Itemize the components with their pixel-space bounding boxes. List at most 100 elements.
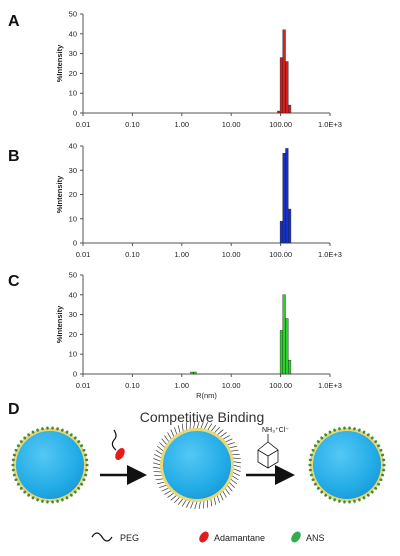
ans-dot bbox=[12, 453, 16, 457]
x-tick-label: 1.0E+3 bbox=[318, 120, 342, 129]
core-sphere bbox=[16, 431, 84, 499]
peg-strand bbox=[232, 457, 241, 459]
x-tick-label: 10.00 bbox=[222, 381, 241, 390]
green-ellipse-icon bbox=[291, 531, 301, 543]
peg-strand bbox=[181, 499, 187, 507]
peg-strand bbox=[219, 492, 224, 501]
ans-dot bbox=[73, 490, 77, 494]
ans-dot bbox=[374, 440, 378, 444]
legend-ans: ANS bbox=[306, 533, 325, 543]
peg-strand bbox=[230, 449, 239, 452]
peg-strand bbox=[153, 458, 162, 462]
peg-strand bbox=[161, 438, 168, 446]
y-tick-label: 50 bbox=[69, 271, 77, 280]
bar bbox=[285, 148, 289, 244]
ans-dot bbox=[328, 496, 332, 500]
ans-dot bbox=[328, 430, 332, 434]
y-tick-label: 0 bbox=[73, 109, 77, 118]
ans-dot bbox=[320, 436, 324, 440]
peg-strand bbox=[177, 498, 184, 505]
ans-dot bbox=[77, 486, 81, 490]
bar bbox=[288, 208, 292, 244]
ans-dot bbox=[56, 499, 59, 503]
ans-dot bbox=[343, 426, 346, 430]
ans-dot bbox=[80, 444, 84, 448]
bar bbox=[193, 371, 197, 375]
peg-strand bbox=[159, 484, 168, 488]
ans-dot bbox=[41, 499, 44, 503]
ans-dot bbox=[333, 498, 336, 502]
peg-strand bbox=[157, 481, 166, 485]
peg-strand bbox=[170, 494, 178, 501]
ans-dot bbox=[381, 453, 385, 457]
peg-strand bbox=[154, 453, 162, 459]
ans-dot bbox=[362, 496, 366, 500]
y-tick-label: 20 bbox=[69, 330, 77, 339]
peg-strand bbox=[216, 429, 224, 436]
x-tick-label: 10.00 bbox=[222, 250, 241, 259]
panel-label-b: B bbox=[8, 148, 20, 165]
ans-dot bbox=[11, 468, 15, 472]
peg-strand bbox=[232, 461, 242, 464]
ans-dot bbox=[36, 498, 39, 502]
peg-strand bbox=[222, 435, 230, 440]
y-axis-label: %Intensity bbox=[55, 44, 64, 82]
ans-dot bbox=[324, 493, 328, 497]
amine-label: NH₃⁺Cl⁻ bbox=[262, 427, 289, 434]
peg-strand bbox=[222, 490, 227, 498]
y-tick-label: 0 bbox=[73, 239, 77, 248]
ans-dot bbox=[46, 500, 49, 504]
x-tick-label: 1.00 bbox=[174, 250, 189, 259]
x-tick-label: 1.0E+3 bbox=[318, 250, 342, 259]
ans-dot bbox=[308, 463, 312, 467]
legend-adamantane: Adamantane bbox=[214, 533, 265, 543]
core-sphere bbox=[313, 431, 381, 499]
peg-strand bbox=[164, 490, 172, 495]
ans-dot bbox=[51, 500, 54, 504]
ans-dot bbox=[311, 478, 315, 482]
peg-strand bbox=[224, 438, 233, 443]
ans-dot bbox=[313, 482, 317, 486]
ans-dot bbox=[23, 436, 27, 440]
peg-strand bbox=[203, 422, 209, 430]
ans-dot bbox=[382, 463, 386, 467]
peg-strand bbox=[198, 500, 201, 510]
peg-strand bbox=[213, 496, 217, 505]
y-axis-label: %Intensity bbox=[55, 305, 64, 343]
y-tick-label: 30 bbox=[69, 49, 77, 58]
peg-strand bbox=[210, 425, 217, 432]
y-tick-label: 10 bbox=[69, 89, 77, 98]
ans-dot bbox=[381, 473, 385, 477]
ans-dot bbox=[61, 428, 64, 432]
x-tick-label: 0.10 bbox=[125, 381, 140, 390]
ans-dot bbox=[309, 453, 313, 457]
y-tick-label: 40 bbox=[69, 290, 77, 299]
ans-dot bbox=[362, 430, 366, 434]
ans-dot bbox=[358, 428, 361, 432]
ans-dot bbox=[11, 458, 15, 462]
peg-strand bbox=[224, 487, 230, 495]
x-tick-label: 0.01 bbox=[76, 381, 91, 390]
ans-dot bbox=[77, 440, 81, 444]
ans-dot bbox=[16, 444, 20, 448]
ans-dot bbox=[324, 433, 328, 437]
bar bbox=[285, 61, 289, 114]
peg-strand bbox=[230, 478, 237, 485]
peg-strand bbox=[228, 445, 237, 449]
peg-strand bbox=[189, 421, 191, 430]
peg-strand bbox=[207, 423, 213, 431]
legend-peg: PEG bbox=[120, 533, 139, 543]
ans-dot bbox=[316, 440, 320, 444]
ans-dot bbox=[65, 496, 69, 500]
ans-dot bbox=[309, 473, 313, 477]
adamantane-amine-icon: NH₃⁺Cl⁻ bbox=[257, 427, 289, 469]
ans-dot bbox=[353, 427, 356, 431]
peg-strand bbox=[190, 500, 194, 509]
ans-dot bbox=[84, 453, 88, 457]
ans-dot bbox=[377, 444, 381, 448]
ans-dot bbox=[374, 486, 378, 490]
ans-dot bbox=[61, 498, 64, 502]
ans-dot bbox=[27, 433, 31, 437]
ans-dot bbox=[14, 448, 18, 452]
